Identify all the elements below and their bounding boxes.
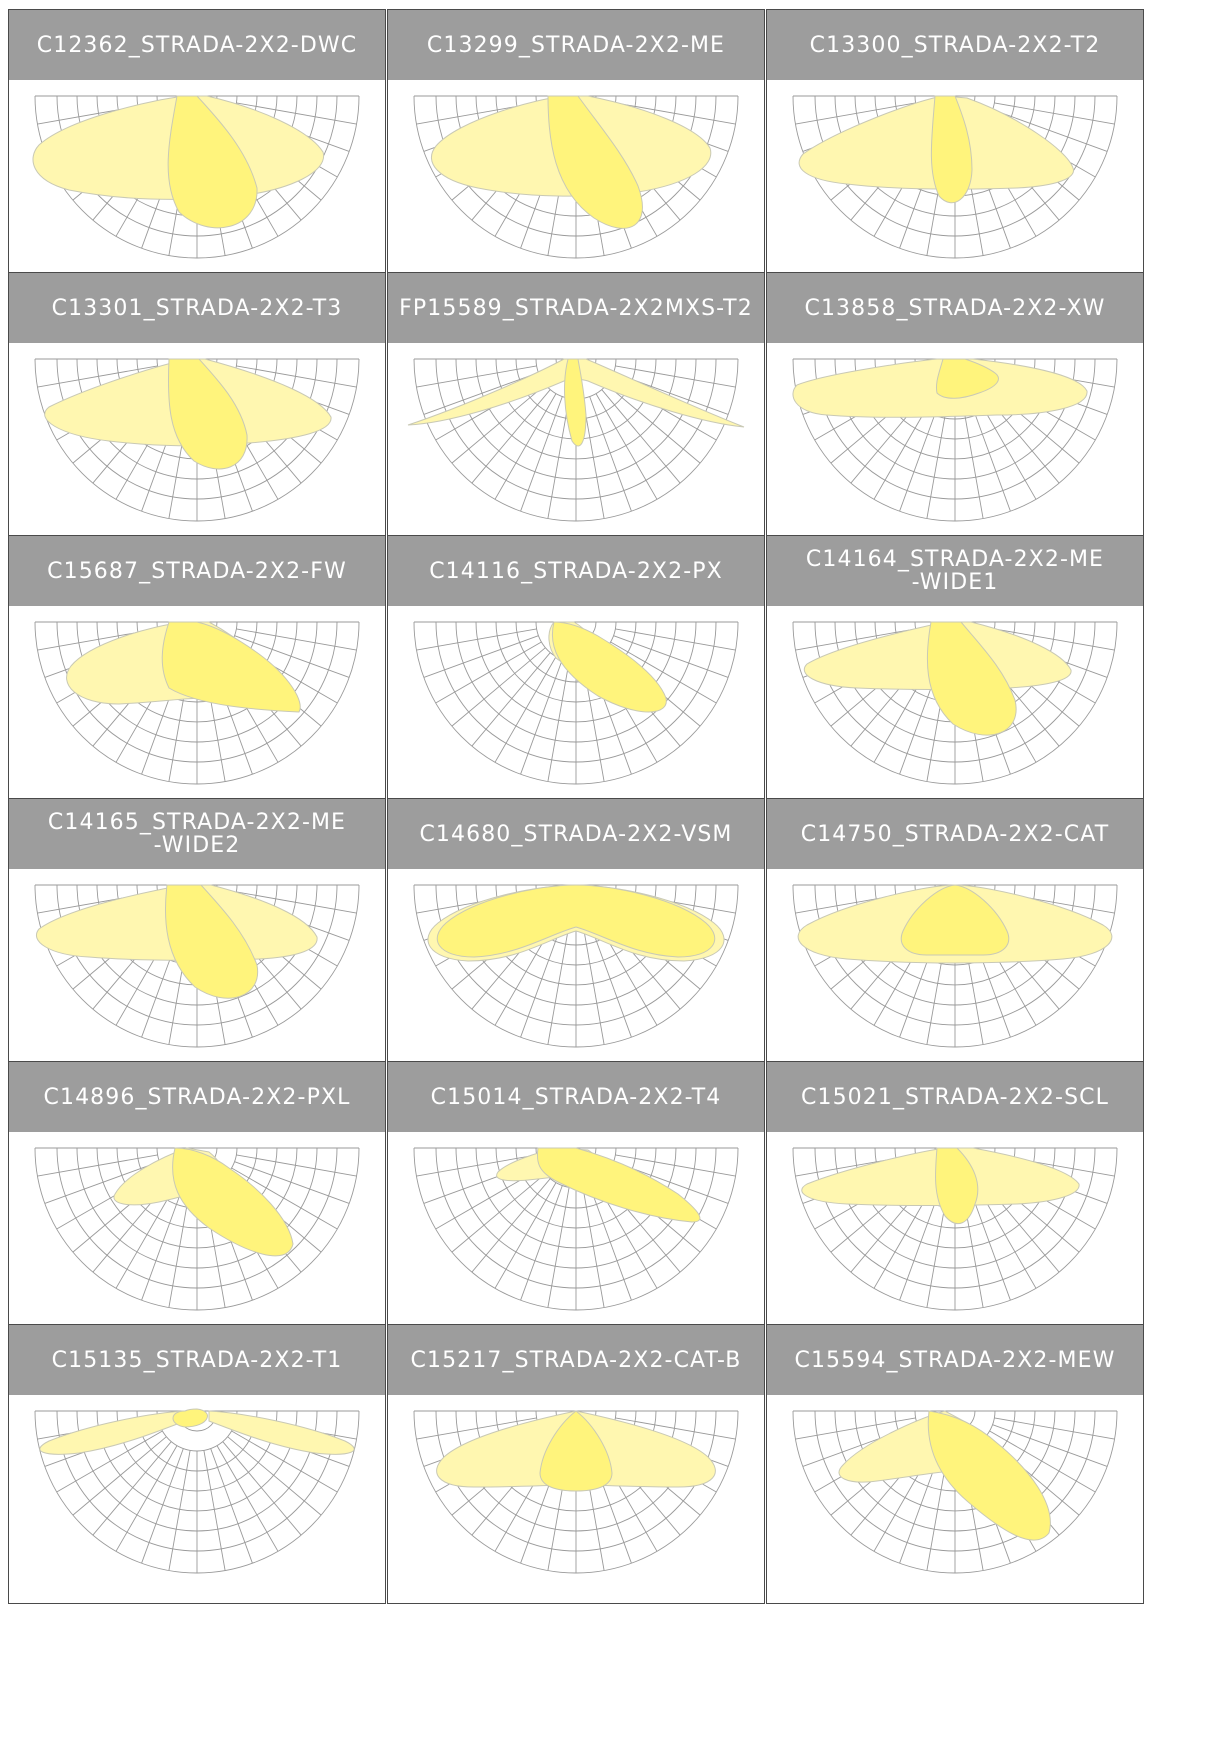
beam-main-distribution [547,95,643,229]
card-title: C12362_STRADA-2X2-DWC [9,10,385,80]
beam-main-distribution [172,1408,208,1428]
polar-grid [34,1410,360,1574]
card-title: C13299_STRADA-2X2-ME [388,10,764,80]
card-title: C14116_STRADA-2X2-PX [388,536,764,606]
polar-beam-diagram [388,1132,764,1340]
polar-beam-diagram [388,343,764,551]
photometric-card: C14896_STRADA-2X2-PXL [8,1061,386,1341]
photometric-card: C15687_STRADA-2X2-FW [8,535,386,815]
polar-beam-diagram [767,343,1143,551]
card-title: C15014_STRADA-2X2-T4 [388,1062,764,1132]
beam-main-distribution [900,884,1010,956]
card-title: C14165_STRADA-2X2-ME -WIDE2 [9,799,385,869]
beam-main-distribution [926,621,1017,736]
photometric-card: C12362_STRADA-2X2-DWC [8,9,386,289]
photometric-card: C14750_STRADA-2X2-CAT [766,798,1144,1078]
photometric-card: C14165_STRADA-2X2-ME -WIDE2 [8,798,386,1078]
beam-main-distribution [936,358,999,399]
photometric-card: C15217_STRADA-2X2-CAT-B [387,1324,765,1604]
beam-light-distribution [39,1410,355,1455]
card-title: C15135_STRADA-2X2-T1 [9,1325,385,1395]
photometric-card: C15135_STRADA-2X2-T1 [8,1324,386,1604]
polar-beam-diagram [767,1395,1143,1603]
card-title: C14680_STRADA-2X2-VSM [388,799,764,869]
polar-beam-diagram [767,1132,1143,1340]
photometric-card: C13858_STRADA-2X2-XW [766,272,1144,552]
beam-main-distribution [161,621,301,713]
polar-beam-diagram [767,606,1143,814]
photometric-card: FP15589_STRADA-2X2MXS-T2 [387,272,765,552]
polar-beam-diagram [9,343,385,551]
beam-main-distribution [167,95,258,229]
beam-main-distribution [436,884,716,958]
photometric-card: C14680_STRADA-2X2-VSM [387,798,765,1078]
photometric-card: C13301_STRADA-2X2-T3 [8,272,386,552]
polar-beam-diagram [767,869,1143,1077]
beam-main-distribution [930,95,973,204]
photometric-card: C15014_STRADA-2X2-T4 [387,1061,765,1341]
photometric-card: C15594_STRADA-2X2-MEW [766,1324,1144,1604]
polar-beam-diagram [9,606,385,814]
beam-main-distribution [172,1147,294,1257]
card-title: C15217_STRADA-2X2-CAT-B [388,1325,764,1395]
card-title: C15021_STRADA-2X2-SCL [767,1062,1143,1132]
polar-beam-diagram [388,869,764,1077]
beam-main-distribution [935,1147,979,1225]
beam-main-distribution [165,884,259,999]
polar-beam-diagram [388,606,764,814]
photometric-card: C14116_STRADA-2X2-PX [387,535,765,815]
beam-main-distribution [927,1410,1051,1541]
polar-beam-diagram [388,80,764,288]
photometric-card: C13300_STRADA-2X2-T2 [766,9,1144,289]
beam-main-distribution [539,1410,613,1492]
photometric-card: C13299_STRADA-2X2-ME [387,9,765,289]
card-title: C15594_STRADA-2X2-MEW [767,1325,1143,1395]
polar-beam-diagram [388,1395,764,1603]
card-title: C14750_STRADA-2X2-CAT [767,799,1143,869]
beam-main-distribution [551,621,667,713]
photometric-card: C14164_STRADA-2X2-ME -WIDE1 [766,535,1144,815]
card-title: C15687_STRADA-2X2-FW [9,536,385,606]
card-title: C13858_STRADA-2X2-XW [767,273,1143,343]
card-title: C14164_STRADA-2X2-ME -WIDE1 [767,536,1143,606]
polar-beam-diagram [9,1132,385,1340]
polar-beam-diagram [9,869,385,1077]
card-title: FP15589_STRADA-2X2MXS-T2 [388,273,764,343]
beam-main-distribution [536,1147,701,1223]
beam-main-distribution [167,358,248,470]
polar-beam-diagram [767,80,1143,288]
polar-beam-diagram [9,1395,385,1603]
card-title: C14896_STRADA-2X2-PXL [9,1062,385,1132]
card-title: C13301_STRADA-2X2-T3 [9,273,385,343]
polar-beam-diagram [9,80,385,288]
card-title: C13300_STRADA-2X2-T2 [767,10,1143,80]
photometric-card: C15021_STRADA-2X2-SCL [766,1061,1144,1341]
beam-main-distribution [564,358,587,447]
